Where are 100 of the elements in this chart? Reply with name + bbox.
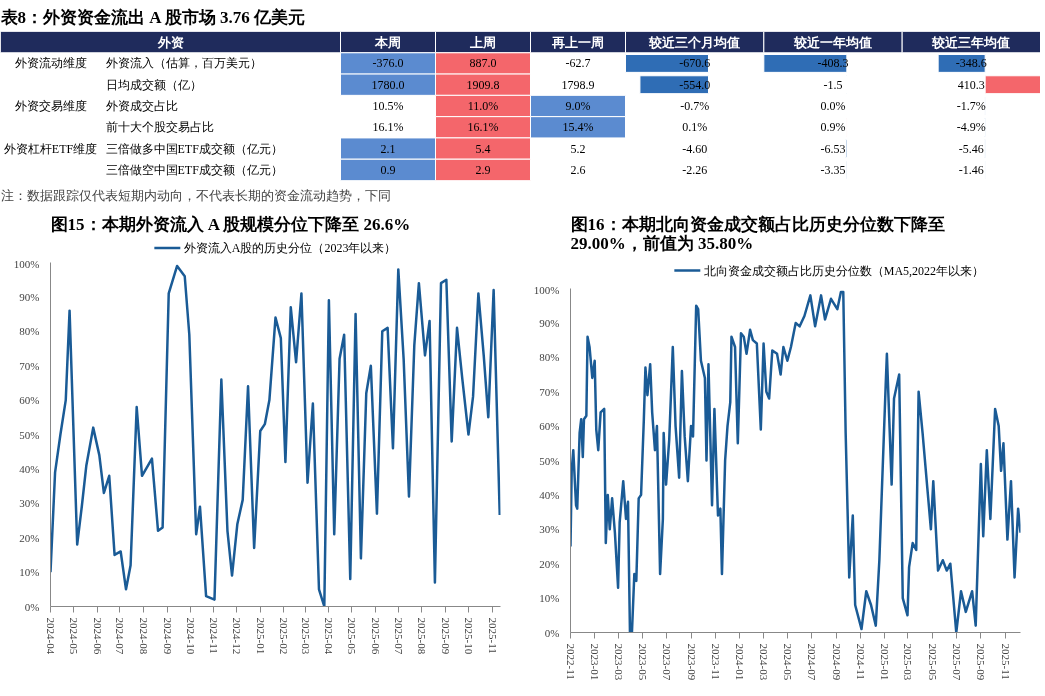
y-tick-label: 70% — [539, 385, 560, 398]
data-label: 10.5% — [372, 99, 404, 113]
x-tick-label: 2025-01 — [254, 617, 267, 655]
data-label: 15.4% — [562, 120, 594, 135]
y-tick-label: 90% — [539, 316, 560, 329]
data-label: 0.0% — [820, 99, 846, 113]
x-tick-label: 较近三个月均值 — [648, 34, 741, 50]
x-tick-label: 2025-11 — [486, 617, 499, 654]
x-tick-label: 2024-08 — [138, 617, 151, 655]
x-tick-label: 本周 — [374, 34, 401, 50]
data-label: 1780.0 — [371, 77, 405, 92]
data-label: -376.0 — [372, 56, 404, 71]
x-tick-label: 2024-11 — [208, 617, 221, 654]
y-tick-label: 90% — [19, 290, 40, 303]
data-label: 0.9 — [380, 162, 396, 177]
data-label: -6.53 — [820, 141, 846, 156]
x-tick-label: 2025-07 — [392, 617, 405, 655]
data-label: 2.1 — [380, 141, 396, 156]
x-tick-label: 2023-09 — [685, 643, 698, 681]
y-tick-label: 0% — [24, 600, 40, 613]
x-tick-label: 2024-06 — [91, 617, 104, 655]
x-tick-label: 2024-10 — [184, 617, 197, 655]
legend-label: 外资流入A股的历史分位（2023年以来） — [183, 241, 397, 255]
x-tick-label: 2025-09 — [440, 617, 453, 655]
legend-label: 北向资金成交额占比历史分位数（MA5,2022年以来） — [703, 263, 985, 278]
y-tick-label: 70% — [19, 359, 40, 372]
y-tick-label: 前十大个股交易占比 — [105, 120, 214, 135]
x-tick-label: 2025-09 — [975, 643, 988, 681]
x-tick-label: 2025-02 — [278, 617, 291, 655]
x-tick-label: 较近三年均值 — [931, 34, 1011, 50]
y-tick-label: 0% — [544, 626, 560, 639]
line-series — [50, 264, 501, 607]
data-label: 887.0 — [469, 56, 497, 71]
x-tick-label: 2025-10 — [462, 617, 475, 655]
y2-tick-label: 外资交易维度 — [14, 99, 87, 113]
data-label: 5.2 — [570, 141, 586, 156]
y-tick-label: 60% — [539, 420, 560, 433]
x-tick-label: 2024-05 — [781, 643, 794, 681]
line-series — [570, 290, 1021, 633]
data-label: 11.0% — [467, 99, 499, 113]
x-tick-label: 2025-07 — [950, 643, 963, 681]
x-tick-label: 2023-07 — [660, 643, 673, 681]
data-label: 5.4 — [475, 141, 491, 156]
data-label: 0.1% — [682, 120, 708, 135]
data-label: 0.9% — [820, 120, 846, 135]
x-tick-label: 2024-04 — [45, 617, 57, 655]
x-tick-label: 2024-01 — [733, 643, 746, 681]
data-label: 16.1% — [372, 120, 404, 135]
y-tick-label: 三倍做空中国ETF成交额（亿元） — [105, 162, 283, 177]
data-label: -2.26 — [682, 162, 708, 177]
x-tick-label: 2025-06 — [369, 617, 382, 655]
y-tick-label: 60% — [19, 394, 40, 407]
x-tick-label: 2024-09 — [161, 617, 174, 655]
x-tick-label: 2025-05 — [346, 617, 359, 655]
x-tick-label: 2025-04 — [323, 617, 336, 655]
x-tick-label: 2023-11 — [709, 643, 722, 680]
x-tick-label: 2025-05 — [926, 643, 939, 681]
y-tick-label: 40% — [539, 488, 560, 501]
x-tick-label: 上周 — [469, 34, 496, 50]
x-tick-label: 2025-01 — [879, 643, 892, 681]
data-label: -62.7 — [565, 56, 591, 71]
data-label: 1909.8 — [466, 77, 500, 92]
x-tick-label: 2024-11 — [854, 643, 867, 680]
x-tick-label: 2024-05 — [67, 617, 80, 655]
chart-title: 图16：本期北向资金成交额占比历史分位数下降至29.00%，前值为 35.80% — [570, 214, 945, 253]
y-tick-label: 100% — [533, 283, 560, 296]
x-tick-label: 较近一年均值 — [793, 34, 872, 50]
data-label: 2.9 — [475, 162, 491, 177]
y-tick-label: 日均成交额（亿） — [105, 77, 202, 92]
x-tick-label: 2023-01 — [589, 643, 602, 681]
text: 注：数据跟踪仅代表短期内动向，不代表长期的资金流动趋势，下同 — [0, 187, 391, 203]
data-label: 9.0% — [565, 99, 591, 113]
x-tick-label: 2025-03 — [299, 617, 312, 655]
y2-tick-label: 外资流动维度 — [14, 56, 87, 71]
y-tick-label: 40% — [19, 462, 40, 475]
data-label: -1.7% — [956, 99, 986, 113]
y-tick-label: 10% — [19, 566, 40, 579]
data-label: 410.3 — [957, 77, 985, 92]
data-label: 1798.9 — [561, 77, 595, 92]
x-tick-label: 2024-03 — [757, 643, 770, 681]
y-tick-label: 50% — [19, 428, 40, 441]
y-axis-title: 外资 — [156, 34, 184, 50]
data-label: -0.7% — [680, 99, 710, 113]
y-tick-label: 20% — [539, 557, 560, 570]
data-label: -4.9% — [956, 120, 986, 135]
y-tick-label: 100% — [13, 257, 40, 270]
y-tick-label: 80% — [539, 351, 560, 364]
y-tick-label: 50% — [539, 454, 560, 467]
data-label: -4.60 — [682, 141, 708, 156]
y-tick-label: 三倍做多中国ETF成交额（亿元） — [105, 141, 283, 156]
text: 表8：外资资金流出 A 股市场 3.76 亿美元 — [0, 7, 306, 27]
x-tick-label: 2025-03 — [902, 643, 915, 681]
x-tick-label: 2023-05 — [636, 643, 649, 681]
y-tick-label: 30% — [19, 497, 40, 510]
y-tick-label: 30% — [539, 523, 560, 536]
data-label: -1.5 — [823, 77, 843, 92]
data-label: 2.6 — [570, 162, 586, 177]
x-tick-label: 2023-03 — [612, 643, 625, 681]
x-tick-label: 2025-08 — [416, 617, 429, 655]
x-tick-label: 2024-07 — [114, 617, 127, 655]
